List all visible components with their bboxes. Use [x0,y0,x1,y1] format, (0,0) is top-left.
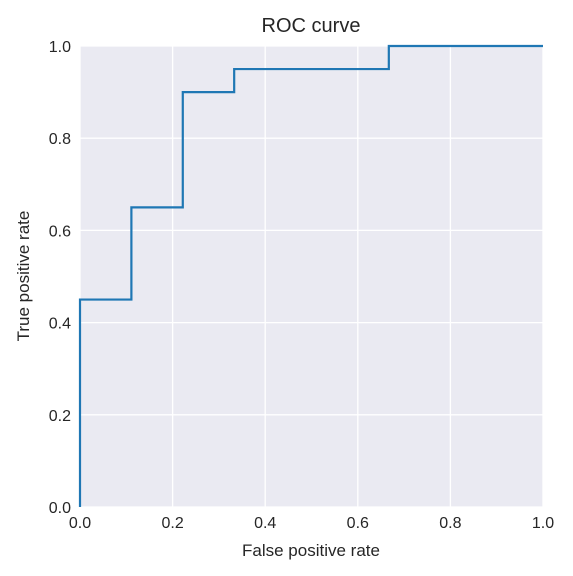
roc-curve-line [78,44,543,507]
x-tick-labels: 0.0 0.2 0.4 0.6 0.8 1.0 [69,515,554,532]
x-tick-label: 0.6 [347,515,369,532]
grid-lines [79,45,544,508]
x-axis-label: False positive rate [242,541,380,560]
y-tick-labels: 0.0 0.2 0.4 0.6 0.8 1.0 [49,39,71,517]
x-tick-label: 0.4 [254,515,276,532]
x-tick-label: 0.8 [439,515,461,532]
plot-area [80,46,543,507]
y-tick-label: 0.4 [49,316,71,333]
y-tick-label: 0.6 [49,223,71,240]
chart-title: ROC curve [262,15,361,37]
x-tick-label: 1.0 [532,515,554,532]
y-tick-label: 0.0 [49,500,71,517]
y-tick-label: 0.8 [49,131,71,148]
x-tick-label: 0.0 [69,515,91,532]
x-tick-label: 0.2 [161,515,183,532]
y-tick-label: 1.0 [49,39,71,56]
y-tick-label: 0.2 [49,408,71,425]
y-axis-label: True positive rate [14,211,33,342]
